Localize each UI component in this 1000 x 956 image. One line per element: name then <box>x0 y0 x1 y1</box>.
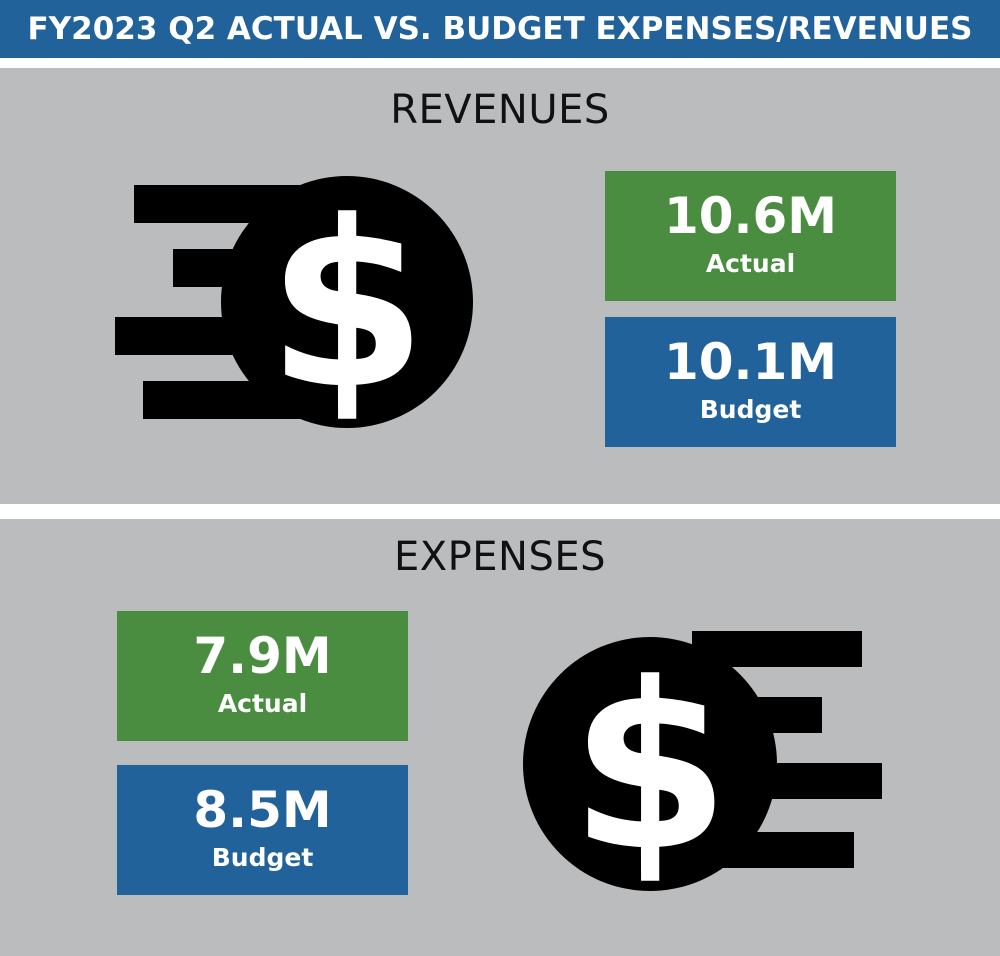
revenues-budget-box: 10.1M Budget <box>605 317 896 447</box>
page-title: FY2023 Q2 ACTUAL VS. BUDGET EXPENSES/REV… <box>27 11 973 47</box>
svg-text:$: $ <box>267 173 427 440</box>
page-header: FY2023 Q2 ACTUAL VS. BUDGET EXPENSES/REV… <box>0 0 1000 58</box>
revenues-budget-value: 10.1M <box>663 333 838 391</box>
revenues-actual-label: Actual <box>705 249 796 278</box>
expenses-panel: EXPENSES 7.9M Actual 8.5M Budget $ <box>0 519 1000 956</box>
revenues-panel: REVENUES $ 10.6M Actual 10.1M Budget <box>0 68 1000 504</box>
expenses-actual-box: 7.9M Actual <box>117 611 408 741</box>
svg-text:$: $ <box>570 635 730 902</box>
expenses-budget-label: Budget <box>211 843 314 872</box>
expenses-actual-label: Actual <box>217 689 308 718</box>
revenues-actual-box: 10.6M Actual <box>605 171 896 301</box>
expenses-title: EXPENSES <box>393 534 607 580</box>
expenses-budget-box: 8.5M Budget <box>117 765 408 895</box>
fast-dollar-coin-icon: $ <box>115 173 473 440</box>
revenues-budget-label: Budget <box>699 395 802 424</box>
expenses-actual-value: 7.9M <box>193 627 332 685</box>
revenues-title: REVENUES <box>390 87 610 133</box>
fast-dollar-coin-icon: $ <box>523 631 882 902</box>
expenses-budget-value: 8.5M <box>193 781 332 839</box>
revenues-actual-value: 10.6M <box>663 187 838 245</box>
